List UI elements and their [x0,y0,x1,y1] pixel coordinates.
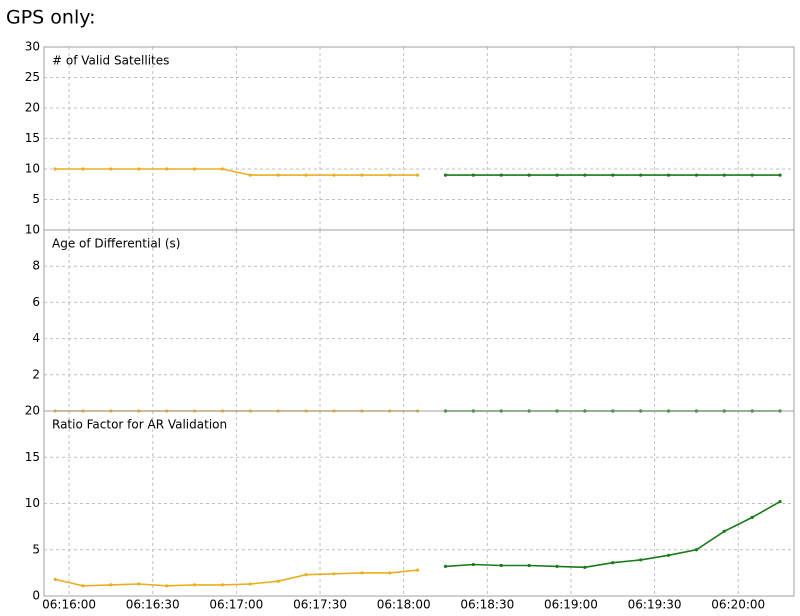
data-point [388,173,392,177]
data-point [416,568,420,572]
x-tick-label: 06:18:30 [460,598,514,612]
data-point [276,173,280,177]
x-tick-label: 06:17:00 [209,598,263,612]
data-point [165,584,169,588]
data-point [443,564,448,569]
data-point [666,173,671,177]
data-point [109,167,113,171]
panel-title: # of Valid Satellites [52,54,169,68]
data-point [53,167,57,171]
data-point [639,558,643,562]
y-tick-label: 0 [32,589,40,603]
data-point [165,167,169,171]
panel-title: Ratio Factor for AR Validation [52,418,227,432]
x-tick-label: 06:20:00 [711,598,765,612]
data-point [527,173,531,177]
data-point [304,173,308,177]
data-point [750,515,754,519]
data-point [81,584,85,588]
data-point [527,563,531,568]
data-point [416,173,420,177]
data-point [611,561,615,565]
x-tick-label: 06:19:00 [544,598,598,612]
data-point [248,582,252,586]
y-tick-label: 10 [25,496,40,510]
data-point [778,173,782,177]
y-tick-label: 20 [25,101,40,115]
y-tick-label: 25 [25,70,40,84]
y-tick-label: 4 [32,331,40,345]
y-tick-label: 30 [25,40,40,54]
y-tick-label: 5 [32,192,40,206]
data-point [583,565,587,569]
data-point [276,579,280,583]
data-point [248,173,252,177]
data-point [778,500,782,504]
data-point [192,583,197,587]
data-point [192,167,197,171]
data-point [611,173,615,177]
x-tick-label: 06:19:30 [628,598,682,612]
data-point [722,529,726,533]
data-point [137,582,141,586]
data-point [332,572,336,576]
data-point [220,583,225,587]
y-tick-label: 8 [32,259,40,273]
data-point [639,173,643,177]
y-tick-label: 5 [32,542,40,556]
plots: 5 10 15 20 25 30 # of Valid Satellites 2 4 6 8 10 Ag… [25,40,795,612]
data-point [137,167,141,171]
y-tick-label: 2 [32,367,40,381]
y-tick-label: 10 [25,162,40,176]
y-tick-label: 20 [25,404,40,418]
x-tick-label: 06:18:00 [377,598,431,612]
data-point [666,553,671,557]
data-point [360,571,364,575]
y-tick-label: 6 [32,295,40,309]
data-point [53,577,57,581]
data-point [583,173,587,177]
page-title: GPS only: [6,7,96,29]
series-line [55,569,418,587]
x-tick-label: 06:17:30 [293,598,347,612]
panel-title: Age of Differential (s) [52,237,180,251]
series-line [55,168,418,176]
data-point [471,562,475,567]
x-tick-label: 06:16:30 [126,598,180,612]
data-point [360,173,364,177]
data-point [722,173,726,177]
data-point [499,563,503,568]
data-point [443,173,448,177]
data-point [388,571,392,575]
data-point [750,173,754,177]
data-point [304,573,308,577]
data-point [555,173,559,177]
y-tick-label: 10 [25,223,40,237]
data-point [499,173,503,177]
y-tick-label: 15 [25,131,40,145]
x-tick-label: 06:16:00 [42,598,96,612]
data-point [471,173,475,177]
data-point [694,548,699,552]
data-point [220,167,225,171]
panel-frame [43,410,795,597]
data-point [332,173,336,177]
data-point [555,564,559,569]
data-point [694,173,699,177]
data-point [81,167,85,171]
y-tick-label: 15 [25,450,40,464]
data-point [109,583,113,587]
